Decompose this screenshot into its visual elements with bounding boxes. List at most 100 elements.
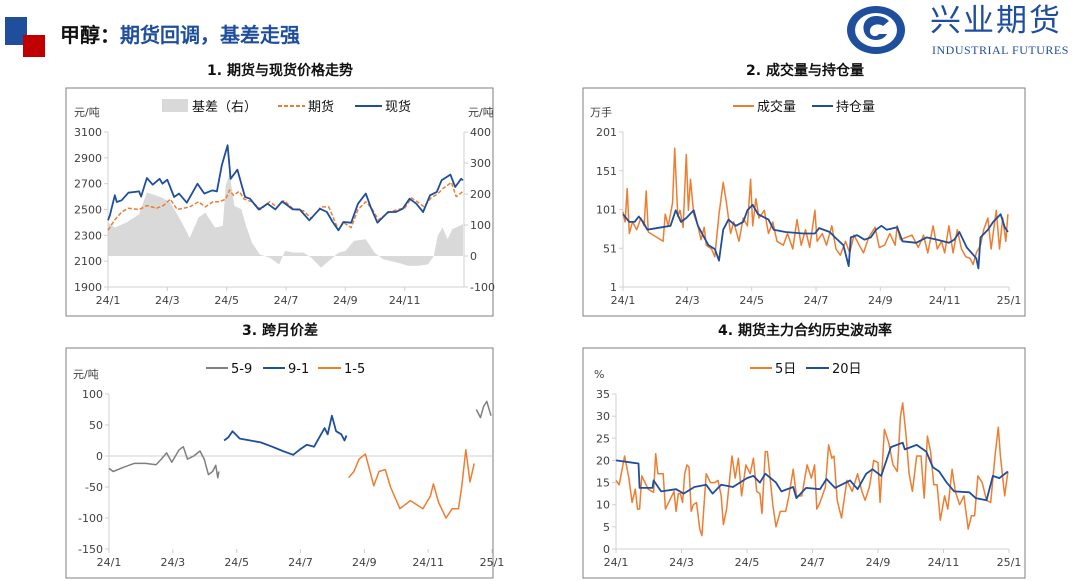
y-axis-unit: 万手	[590, 105, 612, 119]
chart-3: 3. 跨月价差 -150 -100 -50 0 50 100 24/1 24/3 24/5 24/7…	[65, 322, 504, 579]
y-tick-label: -100	[78, 512, 103, 525]
area-layer	[108, 173, 463, 268]
page-title-prefix: 甲醇：	[60, 23, 120, 47]
y-right-tick-label: -100	[470, 281, 495, 294]
x-tick-label: 24/3	[669, 556, 694, 569]
series-5日-line	[615, 402, 1009, 537]
legend-label: 5-9	[231, 362, 252, 377]
x-tick-label: 25/1	[997, 556, 1022, 569]
x-tick-label: 24/7	[288, 556, 313, 569]
y-tick-label: 100	[82, 388, 103, 401]
x-tick-label: 25/1	[997, 294, 1022, 307]
series-5-9-line	[108, 445, 220, 479]
x-tick-label: 24/9	[352, 556, 377, 569]
y-tick-label: 2700	[74, 178, 102, 191]
y-tick-label: 15	[596, 477, 610, 490]
y-tick-label: 101	[596, 204, 617, 217]
x-tick-label: 24/5	[739, 294, 764, 307]
chart-title: 1. 期货与现货价格走势	[207, 62, 353, 79]
x-tick-label: 24/11	[412, 556, 444, 569]
legend-item-现货: 现货	[355, 99, 411, 115]
legend-item-5-9: 5-9	[206, 362, 252, 377]
y-right-tick-label: 0	[470, 250, 477, 263]
series-基差右-area	[108, 173, 463, 268]
legend-label: 期货	[308, 99, 334, 115]
chart-frame	[582, 87, 1026, 317]
x-tick-label: 24/9	[868, 294, 893, 307]
x-tick-label: 24/3	[675, 294, 700, 307]
chart-4: 4. 期货主力合约历史波动率 0 5 10 15 20 25 30 35 24/1 24/3 24/5…	[582, 322, 1026, 579]
page-title-main: 期货回调，基差走强	[120, 23, 300, 47]
legend-label: 持仓量	[836, 100, 875, 115]
x-tick-label: 24/7	[274, 294, 299, 307]
x-tick-label: 24/11	[389, 294, 421, 307]
y-tick-label: 1900	[74, 281, 102, 294]
series-9-1-line	[223, 414, 348, 456]
y-tick-label: 10	[596, 499, 610, 512]
y-tick-label: 50	[89, 419, 103, 432]
y-tick-label: 51	[603, 242, 617, 255]
y-tick-label: 0	[603, 543, 610, 556]
company-logo: 兴业期货 INDUSTRIAL FUTURES	[845, 4, 1077, 60]
y-tick-label: 30	[596, 410, 610, 423]
chart-title: 4. 期货主力合约历史波动率	[718, 322, 892, 339]
y-tick-label: 25	[596, 432, 610, 445]
y-tick-label: 2500	[74, 204, 102, 217]
y-tick-label: 201	[596, 126, 617, 139]
series-20日-line	[615, 441, 1009, 502]
legend-label: 5日	[775, 362, 796, 377]
x-tick-label: 24/5	[224, 556, 249, 569]
x-tick-label: 24/3	[155, 294, 180, 307]
header-blue-square	[5, 17, 27, 45]
legend-label: 20日	[832, 362, 862, 377]
x-tick-label: 24/1	[611, 294, 636, 307]
series-成交量-line	[622, 147, 1009, 266]
legend-item-期货: 期货	[278, 99, 334, 115]
legend-item-基差右: 基差（右）	[162, 99, 257, 115]
legend-label: 9-1	[288, 362, 309, 377]
x-tick-label: 24/7	[804, 294, 829, 307]
y-tick-label: 1	[610, 281, 617, 294]
legend-item-成交量: 成交量	[733, 99, 796, 115]
y-tick-label: 0	[96, 450, 103, 463]
series-持仓量-line	[622, 203, 1009, 270]
series-1-5-line	[348, 449, 475, 519]
y-right-tick-label: 200	[470, 188, 491, 201]
x-tick-label: 24/1	[96, 294, 121, 307]
y-right-tick-label: 100	[470, 219, 491, 232]
y-tick-label: 3100	[74, 126, 102, 139]
y-tick-label: 35	[596, 388, 610, 401]
y-tick-label: -150	[78, 543, 103, 556]
x-tick-label: 24/9	[333, 294, 358, 307]
legend-item-持仓量: 持仓量	[812, 100, 875, 115]
legend-label: 现货	[385, 99, 411, 115]
page-title: 甲醇：期货回调，基差走强	[60, 22, 300, 48]
y-tick-label: 2900	[74, 152, 102, 165]
series-期货-line	[107, 181, 464, 231]
series-5-9-line	[475, 400, 492, 419]
y-axis-right-unit: 元/吨	[468, 106, 494, 119]
y-tick-label: 2100	[74, 255, 102, 268]
logo-swirl-icon	[847, 6, 905, 54]
legend-item-1-5: 1-5	[318, 362, 365, 377]
legend-item-9-1: 9-1	[263, 362, 309, 377]
chart-frame	[582, 347, 1026, 579]
x-tick-label: 24/5	[735, 556, 760, 569]
x-tick-label: 24/11	[928, 556, 960, 569]
logo-text-en: INDUSTRIAL FUTURES	[932, 43, 1069, 57]
chart-frame	[65, 87, 494, 317]
legend-item-5日: 5日	[750, 362, 796, 377]
chart-title: 3. 跨月价差	[242, 322, 318, 339]
logo-text-cn: 兴业期货	[930, 3, 1062, 39]
legend-label: 基差（右）	[192, 100, 257, 115]
x-tick-label: 24/11	[929, 294, 961, 307]
y-tick-label: 5	[603, 521, 610, 534]
y-right-tick-label: 300	[470, 157, 491, 170]
legend-swatch	[162, 99, 188, 112]
x-tick-label: 24/5	[214, 294, 239, 307]
chart-title: 2. 成交量与持仓量	[746, 62, 864, 79]
x-tick-label: 24/3	[160, 556, 185, 569]
legend-label: 成交量	[757, 99, 796, 115]
